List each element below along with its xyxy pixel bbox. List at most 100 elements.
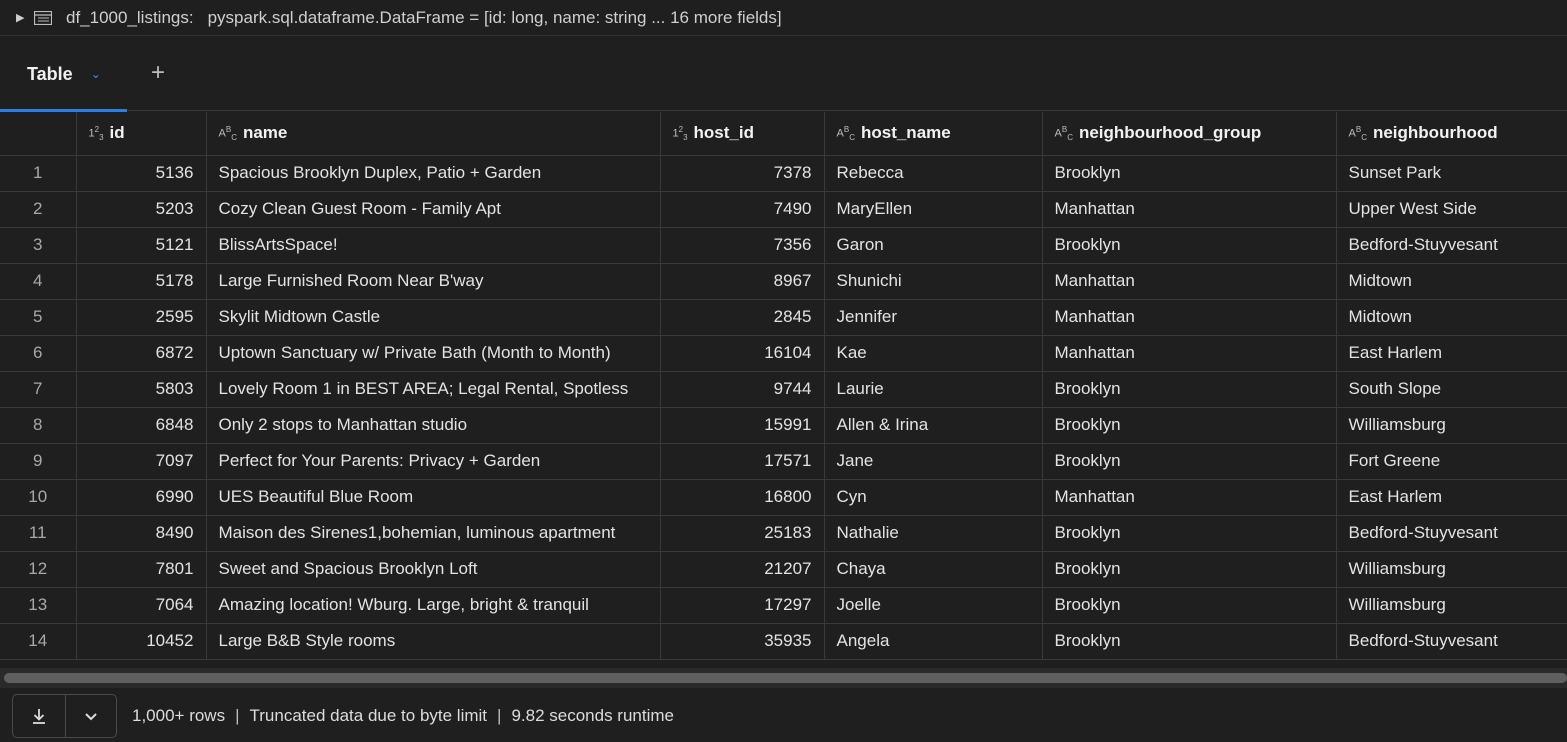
cell-neighbourhood-group[interactable]: Manhattan	[1042, 263, 1337, 300]
cell-name[interactable]: Large Furnished Room Near B'way	[206, 263, 661, 300]
cell-neighbourhood-group[interactable]: Brooklyn	[1042, 623, 1337, 660]
cell-neighbourhood[interactable]: Williamsburg	[1336, 587, 1567, 624]
cell-host-name[interactable]: Nathalie	[824, 515, 1043, 552]
cell-host-name[interactable]: Chaya	[824, 551, 1043, 588]
cell-host-id[interactable]: 25183	[660, 515, 825, 552]
cell-neighbourhood-group[interactable]: Manhattan	[1042, 479, 1337, 516]
cell-name[interactable]: Amazing location! Wburg. Large, bright &…	[206, 587, 661, 624]
cell-neighbourhood[interactable]: Midtown	[1336, 299, 1567, 336]
cell-neighbourhood[interactable]: Williamsburg	[1336, 407, 1567, 444]
cell-neighbourhood[interactable]: Bedford-Stuyvesant	[1336, 623, 1567, 660]
row-number[interactable]: 9	[0, 443, 77, 480]
cell-id[interactable]: 5121	[76, 227, 207, 264]
cell-host-id[interactable]: 17297	[660, 587, 825, 624]
cell-name[interactable]: Spacious Brooklyn Duplex, Patio + Garden	[206, 155, 661, 192]
column-header-name[interactable]: ABC name	[206, 112, 661, 156]
horizontal-scrollbar[interactable]	[0, 668, 1567, 688]
cell-id[interactable]: 8490	[76, 515, 207, 552]
cell-host-name[interactable]: Angela	[824, 623, 1043, 660]
row-number[interactable]: 13	[0, 587, 77, 624]
cell-id[interactable]: 7801	[76, 551, 207, 588]
cell-host-name[interactable]: Allen & Irina	[824, 407, 1043, 444]
cell-id[interactable]: 6848	[76, 407, 207, 444]
cell-name[interactable]: Lovely Room 1 in BEST AREA; Legal Rental…	[206, 371, 661, 408]
download-menu-button[interactable]	[65, 695, 116, 737]
row-number[interactable]: 2	[0, 191, 77, 228]
column-header-host-name[interactable]: ABC host_name	[824, 112, 1043, 156]
row-number[interactable]: 11	[0, 515, 77, 552]
row-number[interactable]: 7	[0, 371, 77, 408]
cell-id[interactable]: 5178	[76, 263, 207, 300]
cell-neighbourhood[interactable]: South Slope	[1336, 371, 1567, 408]
row-number[interactable]: 12	[0, 551, 77, 588]
download-button[interactable]	[13, 695, 65, 737]
row-number[interactable]: 4	[0, 263, 77, 300]
cell-host-name[interactable]: Garon	[824, 227, 1043, 264]
cell-neighbourhood-group[interactable]: Brooklyn	[1042, 443, 1337, 480]
column-header-neighbourhood[interactable]: ABC neighbourhood	[1336, 112, 1567, 156]
cell-host-id[interactable]: 2845	[660, 299, 825, 336]
cell-neighbourhood-group[interactable]: Manhattan	[1042, 335, 1337, 372]
cell-host-name[interactable]: MaryEllen	[824, 191, 1043, 228]
cell-id[interactable]: 5203	[76, 191, 207, 228]
plus-icon[interactable]: +	[150, 59, 165, 86]
cell-neighbourhood[interactable]: Midtown	[1336, 263, 1567, 300]
cell-host-id[interactable]: 16800	[660, 479, 825, 516]
cell-host-name[interactable]: Cyn	[824, 479, 1043, 516]
cell-neighbourhood[interactable]: Williamsburg	[1336, 551, 1567, 588]
cell-host-id[interactable]: 8967	[660, 263, 825, 300]
row-number[interactable]: 8	[0, 407, 77, 444]
cell-name[interactable]: BlissArtsSpace!	[206, 227, 661, 264]
cell-host-name[interactable]: Joelle	[824, 587, 1043, 624]
cell-neighbourhood-group[interactable]: Manhattan	[1042, 191, 1337, 228]
cell-id[interactable]: 5136	[76, 155, 207, 192]
cell-neighbourhood[interactable]: Bedford-Stuyvesant	[1336, 515, 1567, 552]
cell-host-name[interactable]: Jane	[824, 443, 1043, 480]
cell-name[interactable]: Cozy Clean Guest Room - Family Apt	[206, 191, 661, 228]
cell-name[interactable]: Large B&B Style rooms	[206, 623, 661, 660]
cell-host-id[interactable]: 7378	[660, 155, 825, 192]
cell-host-name[interactable]: Laurie	[824, 371, 1043, 408]
cell-id[interactable]: 6990	[76, 479, 207, 516]
cell-host-id[interactable]: 7356	[660, 227, 825, 264]
cell-neighbourhood-group[interactable]: Brooklyn	[1042, 227, 1337, 264]
caret-right-icon[interactable]: ▶	[16, 12, 25, 24]
cell-name[interactable]: Uptown Sanctuary w/ Private Bath (Month …	[206, 335, 661, 372]
cell-host-id[interactable]: 15991	[660, 407, 825, 444]
cell-id[interactable]: 7097	[76, 443, 207, 480]
cell-neighbourhood[interactable]: Fort Greene	[1336, 443, 1567, 480]
column-header-neighbourhood-group[interactable]: ABC neighbourhood_group	[1042, 112, 1337, 156]
cell-neighbourhood[interactable]: East Harlem	[1336, 479, 1567, 516]
cell-host-id[interactable]: 7490	[660, 191, 825, 228]
cell-neighbourhood-group[interactable]: Brooklyn	[1042, 587, 1337, 624]
cell-name[interactable]: Perfect for Your Parents: Privacy + Gard…	[206, 443, 661, 480]
cell-host-id[interactable]: 17571	[660, 443, 825, 480]
cell-neighbourhood-group[interactable]: Brooklyn	[1042, 515, 1337, 552]
row-number[interactable]: 6	[0, 335, 77, 372]
cell-neighbourhood-group[interactable]: Brooklyn	[1042, 155, 1337, 192]
cell-name[interactable]: Maison des Sirenes1,bohemian, luminous a…	[206, 515, 661, 552]
cell-neighbourhood-group[interactable]: Brooklyn	[1042, 407, 1337, 444]
cell-host-id[interactable]: 9744	[660, 371, 825, 408]
row-number[interactable]: 14	[0, 623, 77, 660]
cell-neighbourhood-group[interactable]: Manhattan	[1042, 299, 1337, 336]
cell-name[interactable]: Sweet and Spacious Brooklyn Loft	[206, 551, 661, 588]
cell-host-name[interactable]: Kae	[824, 335, 1043, 372]
cell-neighbourhood[interactable]: Upper West Side	[1336, 191, 1567, 228]
row-number[interactable]: 3	[0, 227, 77, 264]
cell-host-id[interactable]: 16104	[660, 335, 825, 372]
cell-host-name[interactable]: Rebecca	[824, 155, 1043, 192]
cell-id[interactable]: 2595	[76, 299, 207, 336]
cell-neighbourhood[interactable]: East Harlem	[1336, 335, 1567, 372]
cell-name[interactable]: Skylit Midtown Castle	[206, 299, 661, 336]
cell-id[interactable]: 7064	[76, 587, 207, 624]
cell-neighbourhood[interactable]: Bedford-Stuyvesant	[1336, 227, 1567, 264]
cell-host-name[interactable]: Shunichi	[824, 263, 1043, 300]
chevron-down-icon[interactable]: ⌄	[90, 67, 101, 81]
cell-id[interactable]: 10452	[76, 623, 207, 660]
row-number[interactable]: 1	[0, 155, 77, 192]
cell-id[interactable]: 6872	[76, 335, 207, 372]
cell-neighbourhood[interactable]: Sunset Park	[1336, 155, 1567, 192]
row-number[interactable]: 10	[0, 479, 77, 516]
column-header-id[interactable]: 123 id	[76, 112, 207, 156]
